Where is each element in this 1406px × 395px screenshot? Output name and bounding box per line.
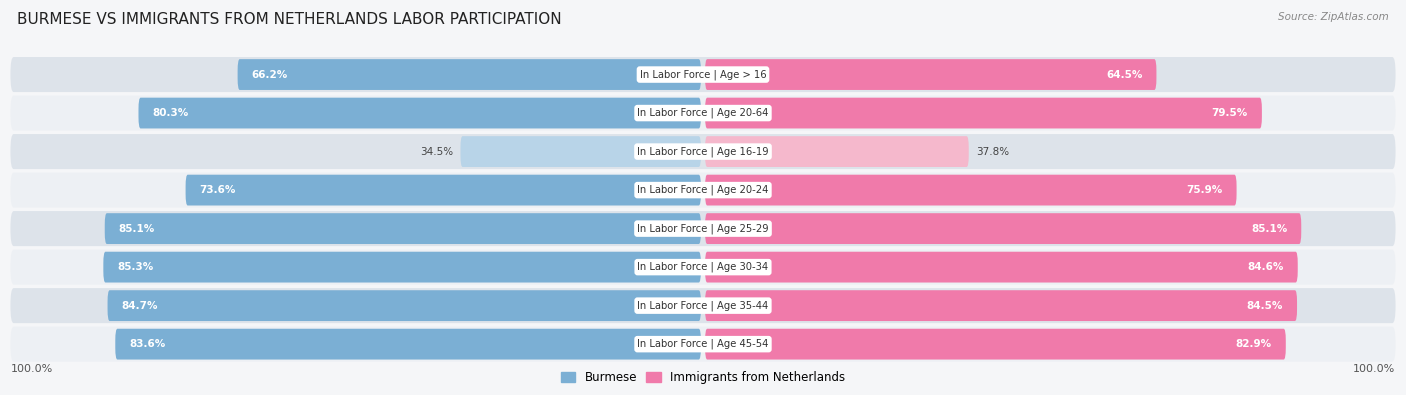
Text: 85.1%: 85.1% bbox=[1251, 224, 1288, 233]
Text: 85.1%: 85.1% bbox=[120, 224, 155, 233]
Text: In Labor Force | Age > 16: In Labor Force | Age > 16 bbox=[640, 69, 766, 80]
Text: In Labor Force | Age 35-44: In Labor Force | Age 35-44 bbox=[637, 300, 769, 311]
Text: 79.5%: 79.5% bbox=[1212, 108, 1249, 118]
Text: 37.8%: 37.8% bbox=[976, 147, 1010, 156]
Text: 84.6%: 84.6% bbox=[1247, 262, 1284, 272]
Text: 80.3%: 80.3% bbox=[153, 108, 188, 118]
Text: BURMESE VS IMMIGRANTS FROM NETHERLANDS LABOR PARTICIPATION: BURMESE VS IMMIGRANTS FROM NETHERLANDS L… bbox=[17, 12, 561, 27]
FancyBboxPatch shape bbox=[104, 252, 702, 282]
Text: In Labor Force | Age 20-24: In Labor Force | Age 20-24 bbox=[637, 185, 769, 196]
Text: 84.7%: 84.7% bbox=[121, 301, 157, 310]
Text: 82.9%: 82.9% bbox=[1236, 339, 1272, 349]
FancyBboxPatch shape bbox=[706, 175, 1237, 205]
Text: 85.3%: 85.3% bbox=[117, 262, 153, 272]
Text: Source: ZipAtlas.com: Source: ZipAtlas.com bbox=[1278, 12, 1389, 22]
FancyBboxPatch shape bbox=[105, 213, 702, 244]
Text: 34.5%: 34.5% bbox=[420, 147, 453, 156]
FancyBboxPatch shape bbox=[461, 136, 702, 167]
FancyBboxPatch shape bbox=[706, 213, 1302, 244]
FancyBboxPatch shape bbox=[238, 59, 702, 90]
FancyBboxPatch shape bbox=[10, 173, 1396, 208]
FancyBboxPatch shape bbox=[706, 252, 1298, 282]
FancyBboxPatch shape bbox=[10, 134, 1396, 169]
FancyBboxPatch shape bbox=[10, 57, 1396, 92]
FancyBboxPatch shape bbox=[10, 250, 1396, 285]
FancyBboxPatch shape bbox=[107, 290, 702, 321]
FancyBboxPatch shape bbox=[10, 288, 1396, 323]
Text: 66.2%: 66.2% bbox=[252, 70, 288, 79]
FancyBboxPatch shape bbox=[115, 329, 702, 359]
FancyBboxPatch shape bbox=[10, 327, 1396, 362]
Legend: Burmese, Immigrants from Netherlands: Burmese, Immigrants from Netherlands bbox=[557, 367, 849, 389]
FancyBboxPatch shape bbox=[706, 136, 969, 167]
Text: In Labor Force | Age 20-64: In Labor Force | Age 20-64 bbox=[637, 108, 769, 118]
Text: In Labor Force | Age 16-19: In Labor Force | Age 16-19 bbox=[637, 146, 769, 157]
Text: 83.6%: 83.6% bbox=[129, 339, 166, 349]
Text: 73.6%: 73.6% bbox=[200, 185, 236, 195]
Text: In Labor Force | Age 25-29: In Labor Force | Age 25-29 bbox=[637, 223, 769, 234]
FancyBboxPatch shape bbox=[10, 96, 1396, 131]
Text: 64.5%: 64.5% bbox=[1107, 70, 1142, 79]
Text: 75.9%: 75.9% bbox=[1187, 185, 1223, 195]
Text: 100.0%: 100.0% bbox=[1353, 364, 1395, 374]
FancyBboxPatch shape bbox=[706, 59, 1156, 90]
Text: 100.0%: 100.0% bbox=[10, 364, 53, 374]
FancyBboxPatch shape bbox=[706, 329, 1286, 359]
Text: 84.5%: 84.5% bbox=[1247, 301, 1282, 310]
FancyBboxPatch shape bbox=[10, 211, 1396, 246]
FancyBboxPatch shape bbox=[186, 175, 702, 205]
Text: In Labor Force | Age 45-54: In Labor Force | Age 45-54 bbox=[637, 339, 769, 350]
Text: In Labor Force | Age 30-34: In Labor Force | Age 30-34 bbox=[637, 262, 769, 273]
FancyBboxPatch shape bbox=[138, 98, 702, 128]
FancyBboxPatch shape bbox=[706, 290, 1296, 321]
FancyBboxPatch shape bbox=[706, 98, 1263, 128]
